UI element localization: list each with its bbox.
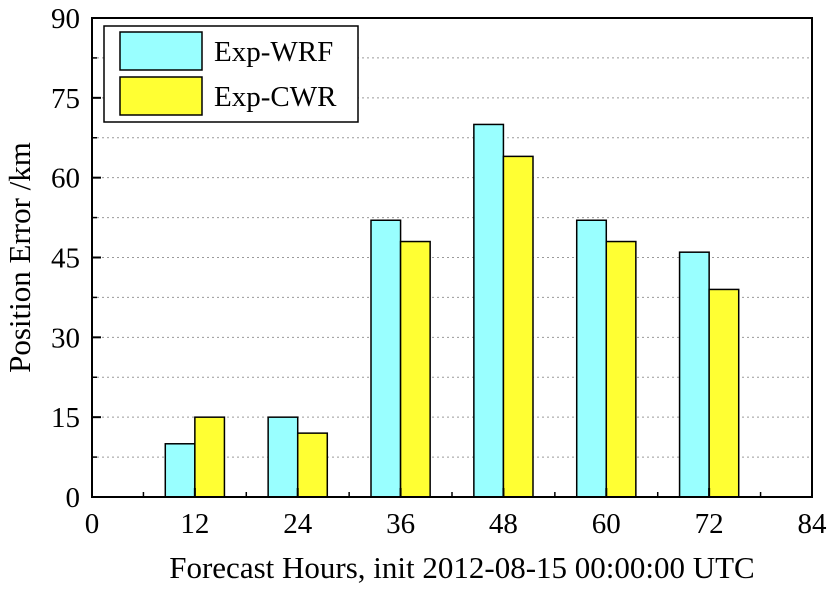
legend-label: Exp-WRF [214,36,333,68]
legend-swatch [119,76,203,116]
x-tick-label: 48 [489,508,518,540]
x-tick-label: 60 [592,508,621,540]
bars [164,123,740,498]
bar-exp-cwr-48 [502,155,534,498]
x-tick-label: 72 [695,508,724,540]
bar-exp-cwr-60 [605,240,637,498]
bar-exp-wrf-12 [164,443,196,498]
bar-exp-wrf-72 [678,251,710,498]
bar-exp-wrf-48 [473,123,505,498]
y-tick-label: 0 [66,482,81,514]
y-tick-label: 90 [51,3,80,35]
x-tick-label: 0 [85,508,100,540]
x-tick-label: 12 [180,508,209,540]
bar-exp-wrf-60 [575,219,608,498]
y-axis-title: Position Error /km [2,142,37,373]
bar-exp-cwr-72 [708,288,740,498]
y-tick-label: 45 [51,243,80,275]
y-tick-label: 15 [51,402,80,434]
x-tick-label: 24 [283,508,313,540]
tick-labels: 0 15 30 45 60 75 90 0 12 24 36 48 60 72 84 [51,3,827,540]
bar-exp-cwr-12 [194,416,226,498]
x-axis-title: Forecast Hours, init 2012-08-15 00:00:00… [169,550,755,585]
y-tick-label: 60 [51,163,80,195]
axis-ticks [91,17,813,498]
x-tick-label: 36 [386,508,415,540]
bar-exp-cwr-24 [296,432,329,498]
bar-exp-wrf-36 [370,219,402,498]
legend-label: Exp-CWR [214,81,337,113]
y-tick-label: 75 [51,83,80,115]
legend: Exp-WRF Exp-CWR [103,25,359,123]
legend-swatch [119,31,203,71]
x-tick-label: 84 [798,508,828,540]
bar-exp-wrf-24 [267,416,299,498]
y-tick-label: 30 [51,322,80,354]
bar-exp-cwr-36 [399,240,431,498]
